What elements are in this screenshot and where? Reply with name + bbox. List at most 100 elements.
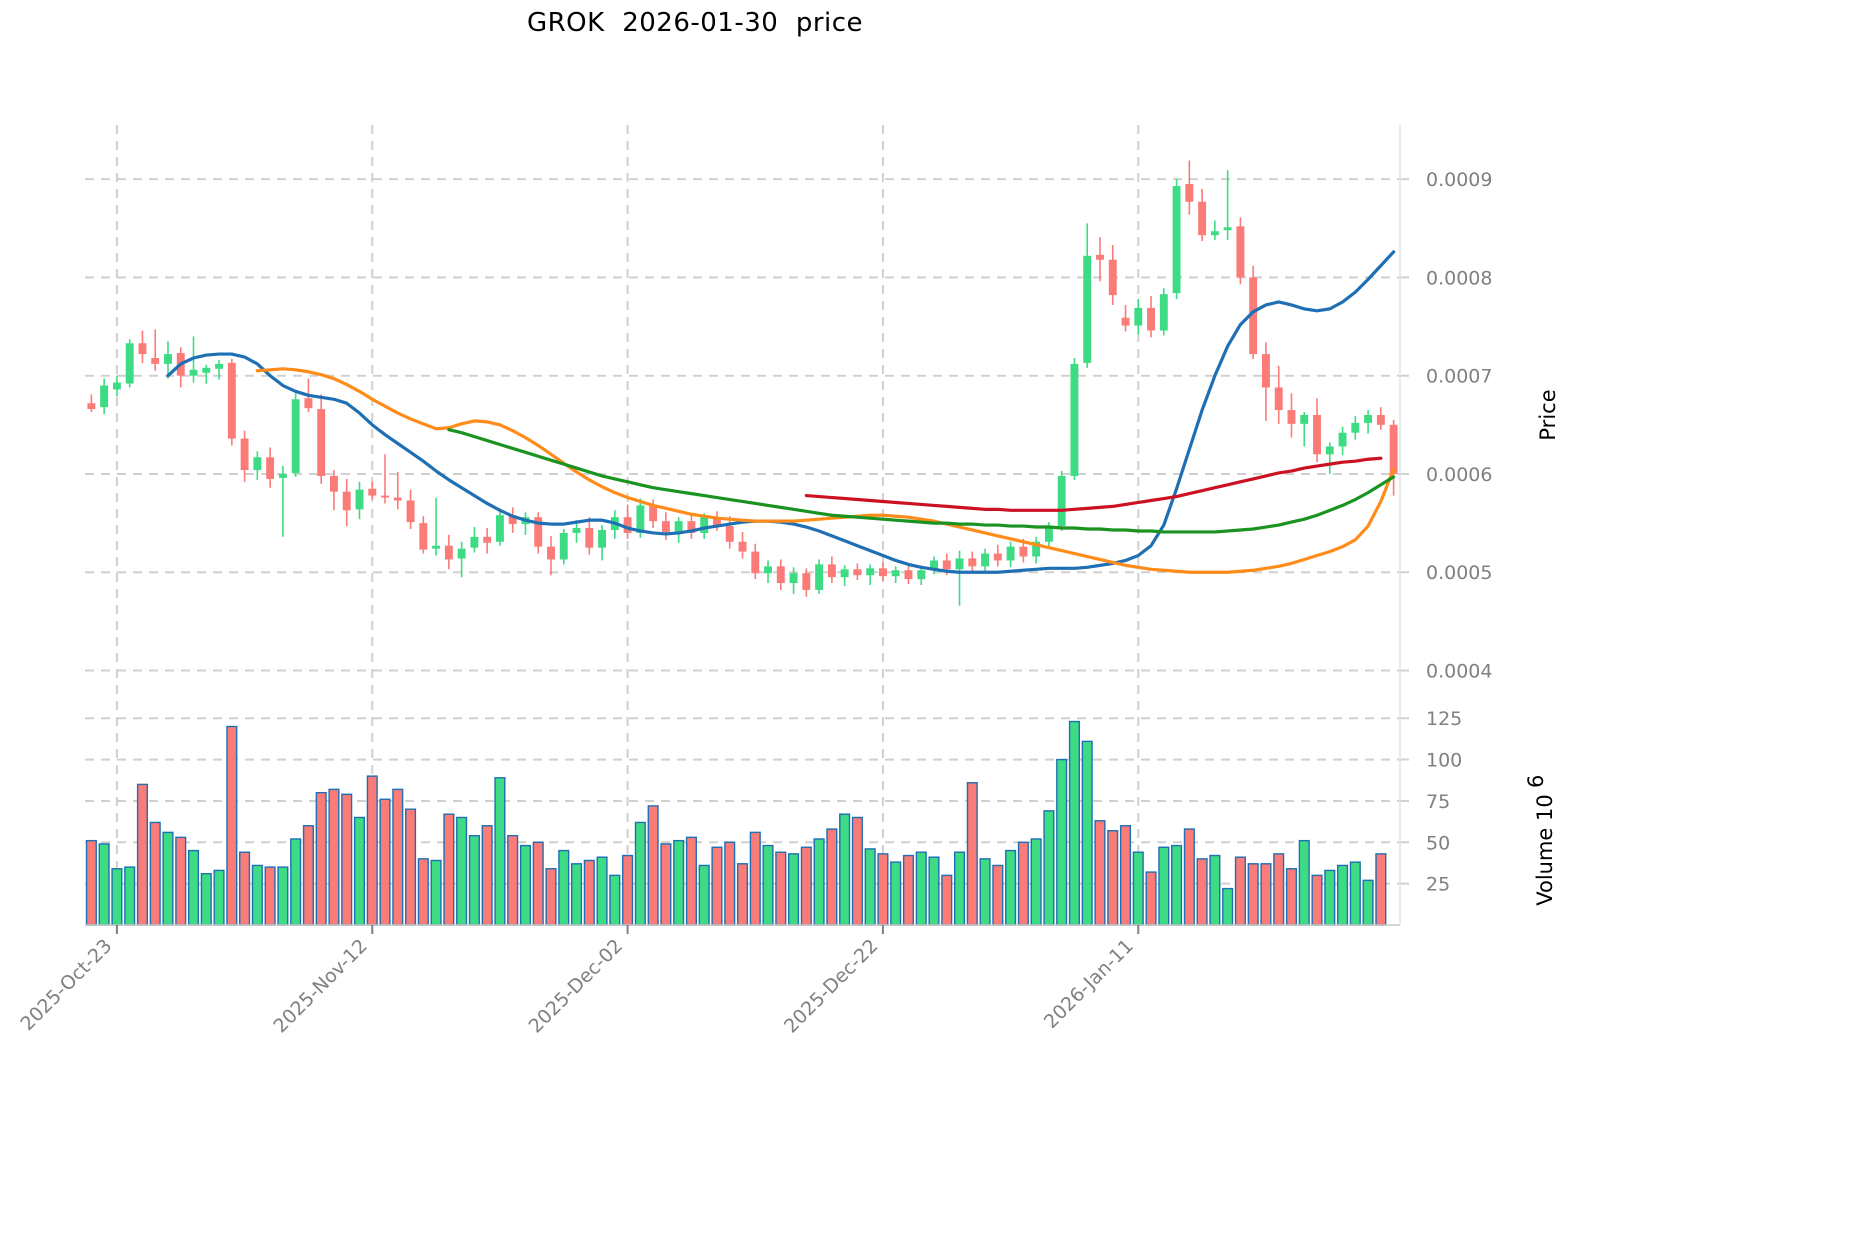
volume-bar [1017, 841, 1029, 926]
volume-bar [1107, 830, 1119, 926]
candlestick [993, 544, 1002, 567]
volume-tick-label: 25 [1426, 874, 1450, 896]
volume-bar [979, 858, 991, 926]
x-tick-label: 2025-Dec-02 [525, 935, 628, 1038]
volume-bar [890, 861, 902, 926]
volume-bar [570, 863, 583, 926]
volume-bar [813, 838, 825, 926]
volume-bar [953, 851, 966, 926]
volume-bar [136, 783, 149, 926]
candlestick [342, 478, 351, 527]
volume-bar [545, 868, 557, 926]
candlestick [1159, 288, 1168, 336]
candlestick [572, 520, 581, 543]
volume-bar [430, 859, 442, 926]
volume-bar [698, 864, 710, 926]
volume-bar [685, 836, 697, 926]
volume-bar [162, 831, 174, 926]
candlestick [981, 548, 990, 573]
volume-bar [762, 844, 774, 926]
candlestick [1108, 244, 1117, 305]
x-tick-label: 2026-Jan-11 [1040, 935, 1138, 1033]
candlestick [278, 466, 287, 537]
price-tick-label: 0.0008 [1426, 267, 1492, 289]
candlestick [138, 330, 147, 363]
volume-bar [1247, 863, 1259, 926]
volume-bar [264, 866, 276, 926]
candlestick [547, 535, 555, 576]
candlestick [1096, 237, 1104, 282]
moving-average-layer [166, 250, 1396, 574]
candlestick [751, 543, 760, 580]
volume-bar [1324, 869, 1336, 926]
candlestick [317, 394, 326, 484]
volume-bar [175, 836, 187, 926]
candlestick [1147, 296, 1156, 338]
candlestick [955, 550, 964, 606]
candlestick [1287, 393, 1296, 438]
candlestick [1364, 410, 1373, 434]
candlestick [930, 556, 938, 575]
volume-bar [200, 873, 212, 926]
candlestick [661, 512, 670, 540]
volume-bar [1005, 849, 1017, 926]
volume-bar [966, 782, 978, 926]
candlestick [559, 529, 568, 565]
volume-bar [443, 813, 455, 926]
price-tick-label: 0.0009 [1426, 169, 1492, 191]
volume-bar [800, 846, 812, 926]
volume-bar [749, 831, 761, 926]
volume-bar [1171, 844, 1183, 926]
candlestick [508, 507, 517, 533]
volume-bar [481, 825, 493, 926]
volume-bar [1132, 851, 1144, 926]
volume-bar [1222, 887, 1234, 926]
price-tick-label: 0.0004 [1426, 661, 1492, 683]
candlestick [444, 534, 453, 570]
volume-bar [1273, 853, 1285, 926]
volume-tick-label: 75 [1426, 791, 1450, 813]
volume-bar [1094, 820, 1106, 926]
volume-bar [1030, 838, 1042, 926]
volume-bar [864, 848, 876, 926]
moving-average-line-ma_short [166, 250, 1396, 574]
volume-bar [941, 874, 953, 926]
volume-bar [1349, 861, 1361, 926]
x-tick-label: 2025-Oct-23 [16, 935, 116, 1035]
moving-average-line-ma_longest [804, 456, 1383, 512]
chart-title: GROK 2026-01-30 price [526, 8, 864, 38]
volume-bar [379, 798, 391, 926]
price-tick-label: 0.0005 [1426, 562, 1492, 584]
candlestick [1236, 217, 1245, 285]
volume-bar [111, 868, 123, 926]
candlestick [1389, 419, 1398, 496]
candlestick [713, 511, 721, 531]
candlestick [355, 481, 364, 520]
volume-bar [187, 849, 200, 926]
candlestick [432, 497, 441, 556]
candlestick [725, 516, 734, 549]
price-axis-title: Price [1536, 389, 1560, 440]
candlestick [866, 564, 875, 586]
volume-bar [532, 841, 544, 926]
volume-bar [647, 805, 659, 926]
volume-bar [839, 813, 851, 926]
candlestick [1274, 365, 1283, 424]
volume-bar [149, 821, 161, 926]
candlestick [266, 447, 275, 488]
candlestick [840, 565, 849, 586]
volume-bar [826, 828, 838, 926]
volume-bar [1196, 858, 1208, 926]
price-tick-label: 0.0006 [1426, 464, 1492, 486]
volume-bar [1298, 839, 1310, 926]
candlestick [1300, 412, 1309, 447]
volume-bar [1056, 758, 1068, 926]
candlestick [1057, 471, 1066, 531]
candlestick [1121, 304, 1130, 332]
candlestick [125, 339, 134, 388]
volume-bar [673, 839, 685, 926]
moving-average-line-ma_long [447, 428, 1396, 534]
candlestick [1198, 188, 1207, 242]
